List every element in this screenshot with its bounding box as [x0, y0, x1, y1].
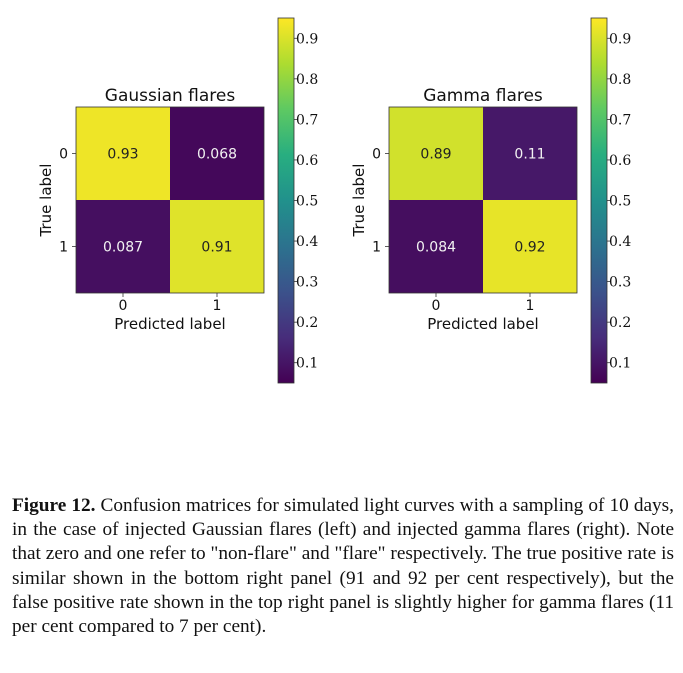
cell-value-label: 0.11 [514, 147, 545, 163]
colorbar-tick-label: 0.3 [296, 275, 318, 291]
cell-value-label: 0.92 [514, 240, 545, 256]
colorbar-tick-label: 0.2 [609, 315, 631, 331]
colorbar-tick-label: 0.4 [609, 234, 631, 250]
figure-caption: Figure 12. Confusion matrices for simula… [12, 494, 674, 639]
y-tick-label: 1 [372, 240, 381, 256]
colorbar-tick-label: 0.5 [609, 194, 631, 210]
cell-value-label: 0.084 [416, 240, 456, 256]
colorbar-tick-label: 0.3 [609, 275, 631, 291]
y-tick-label: 0 [59, 147, 68, 163]
x-tick-label: 0 [119, 298, 128, 314]
cell-value-label: 0.087 [103, 240, 143, 256]
caption-text: Confusion matrices for simulated light c… [12, 495, 674, 638]
y-axis-label: True label [37, 164, 55, 238]
x-axis-label: Predicted label [114, 315, 225, 333]
chart-title: Gaussian flares [105, 86, 236, 106]
colorbar [590, 17, 608, 384]
y-tick-label: 0 [372, 147, 381, 163]
matrix-cell [76, 200, 170, 293]
y-axis-label: True label [350, 164, 368, 238]
colorbar-tick-label: 0.2 [296, 315, 318, 331]
chart-title: Gamma flares [423, 86, 543, 106]
cell-value-label: 0.91 [201, 240, 232, 256]
matrix-cell [170, 200, 264, 293]
matrix-frame [388, 106, 578, 294]
y-tick-label: 1 [59, 240, 68, 256]
colorbar-tick-label: 0.6 [609, 153, 631, 169]
colorbar-tick-label: 0.1 [296, 356, 318, 372]
colorbar-tick-label: 0.7 [609, 112, 631, 128]
matrix-cell [76, 107, 170, 200]
matrix-cell [389, 107, 483, 200]
colorbar-tick-label: 0.9 [609, 31, 631, 47]
x-tick-label: 1 [526, 298, 535, 314]
matrix-cell [170, 107, 264, 200]
matrix-cell [483, 200, 577, 293]
matrix-cell [389, 200, 483, 293]
colorbar-tick-label: 0.7 [296, 112, 318, 128]
colorbar-tick-label: 0.8 [296, 72, 318, 88]
colorbar-tick-label: 0.5 [296, 194, 318, 210]
x-axis-label: Predicted label [427, 315, 538, 333]
colorbar-tick-label: 0.1 [609, 356, 631, 372]
caption-label: Figure 12. [12, 495, 96, 516]
cell-value-label: 0.068 [197, 147, 237, 163]
x-tick-label: 0 [432, 298, 441, 314]
matrix-frame [75, 106, 265, 294]
x-tick-label: 1 [213, 298, 222, 314]
colorbar-tick-label: 0.9 [296, 31, 318, 47]
colorbar-tick-label: 0.6 [296, 153, 318, 169]
colorbar-tick-label: 0.8 [609, 72, 631, 88]
colorbar-tick-label: 0.4 [296, 234, 318, 250]
cell-value-label: 0.93 [107, 147, 138, 163]
cell-value-label: 0.89 [420, 147, 451, 163]
colorbar [277, 17, 295, 384]
matrix-cell [483, 107, 577, 200]
